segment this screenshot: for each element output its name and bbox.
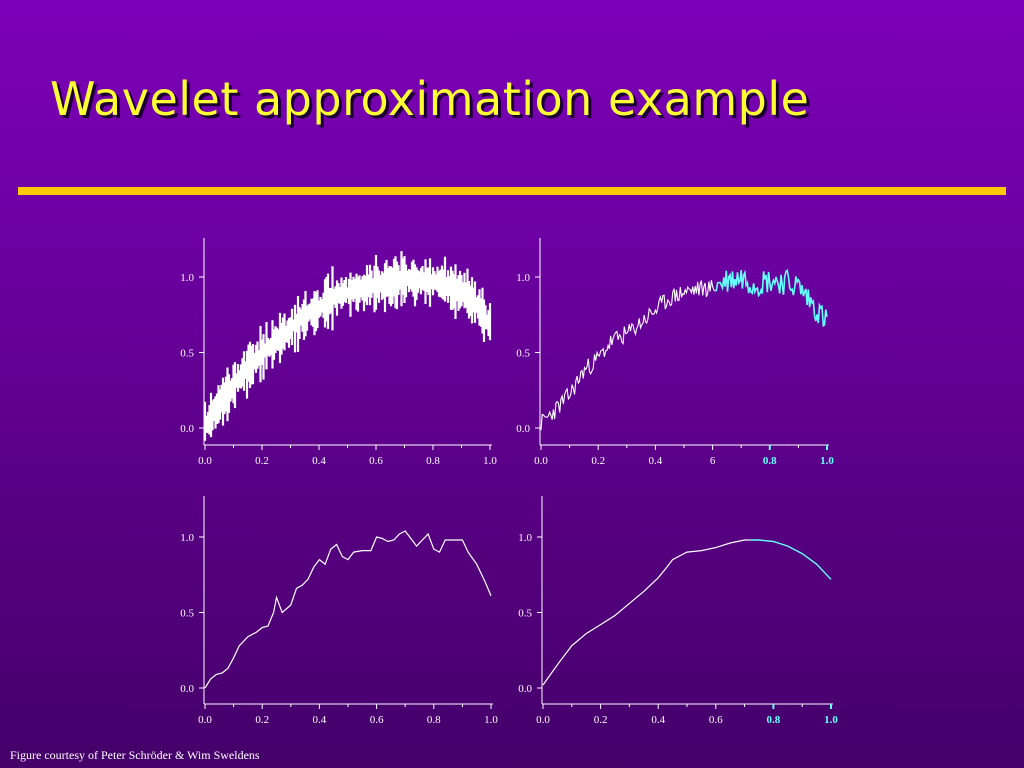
x-tick-label: 1.0 [824, 714, 838, 726]
series-line [542, 539, 751, 686]
x-tick-label: 0.8 [767, 714, 781, 726]
y-tick-label: 1.0 [516, 272, 530, 284]
x-tick-label: 0.4 [313, 714, 327, 726]
x-tick-label: 0.4 [312, 455, 326, 467]
x-tick-label: 0.2 [591, 455, 605, 467]
x-tick-label: 0.2 [594, 714, 608, 726]
y-tick-label: 0.5 [180, 348, 194, 360]
slide-title: Wavelet approximation example [50, 72, 810, 126]
x-tick-label: 1.0 [483, 455, 497, 467]
series-line [204, 530, 492, 689]
title-rule [18, 187, 1006, 195]
x-tick-label: 0.6 [370, 714, 384, 726]
x-tick-label: 0.0 [534, 455, 548, 467]
y-tick-label: 0.0 [518, 683, 532, 695]
y-tick-label: 0.0 [180, 683, 194, 695]
y-tick-label: 0.0 [516, 423, 530, 435]
x-tick-label: 0.4 [651, 714, 665, 726]
y-tick-label: 1.0 [180, 272, 194, 284]
x-tick-label: 0.6 [369, 455, 383, 467]
x-tick-label: 1.0 [484, 714, 498, 726]
series-line-highlight [714, 268, 828, 328]
x-tick-label: 6 [710, 455, 716, 467]
series-line [540, 279, 716, 431]
y-tick-label: 0.5 [180, 608, 194, 620]
x-tick-label: 0.0 [198, 714, 212, 726]
x-tick-label: 0.8 [426, 455, 440, 467]
x-tick-label: 0.6 [709, 714, 723, 726]
x-tick-label: 0.4 [649, 455, 663, 467]
x-tick-label: 0.2 [255, 714, 269, 726]
y-tick-label: 1.0 [518, 532, 532, 544]
figure-credit: Figure courtesy of Peter Schröder & Wim … [10, 748, 260, 762]
y-tick-label: 0.5 [516, 348, 530, 360]
x-tick-label: 1.0 [820, 455, 834, 467]
y-tick-label: 0.0 [180, 423, 194, 435]
series-line-highlight [750, 539, 832, 580]
y-tick-label: 1.0 [180, 532, 194, 544]
x-tick-label: 0.8 [427, 714, 441, 726]
x-tick-label: 0.0 [198, 455, 212, 467]
y-tick-label: 0.5 [518, 608, 532, 620]
x-tick-label: 0.0 [536, 714, 550, 726]
x-tick-label: 0.8 [763, 455, 777, 467]
x-tick-label: 0.2 [255, 455, 269, 467]
